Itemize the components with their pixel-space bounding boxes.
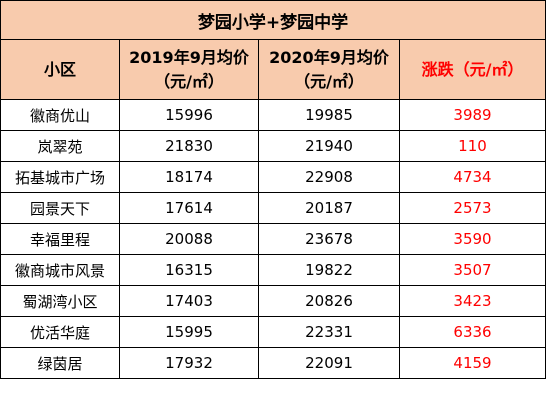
table-row: 绿茵居 17932 22091 4159 (0, 347, 546, 379)
cell-change: 4159 (399, 347, 546, 379)
header-price-2020-line1: 2020年9月均价 (269, 47, 389, 67)
cell-community: 蜀湖湾小区 (0, 285, 120, 317)
header-change: 涨跌（元/㎡） (399, 39, 546, 100)
cell-price-2019: 17403 (119, 285, 259, 317)
cell-price-2019: 17614 (119, 192, 259, 224)
header-price-2020-line2: （元/㎡） (294, 71, 364, 91)
header-community: 小区 (0, 39, 120, 100)
cell-price-2020: 23678 (258, 223, 400, 255)
table-header-row: 小区 2019年9月均价 （元/㎡） 2020年9月均价 （元/㎡） 涨跌（元/… (0, 39, 546, 100)
cell-price-2019: 16315 (119, 254, 259, 286)
cell-price-2019: 15995 (119, 316, 259, 348)
header-price-2020: 2020年9月均价 （元/㎡） (258, 39, 400, 100)
table-row: 幸福里程 20088 23678 3590 (0, 223, 546, 255)
cell-community: 拓基城市广场 (0, 161, 120, 193)
cell-price-2020: 21940 (258, 130, 400, 162)
header-price-2019-line2: （元/㎡） (154, 71, 224, 91)
cell-change: 3989 (399, 99, 546, 131)
table-title: 梦园小学+梦园中学 (0, 0, 546, 40)
table-row: 徽商优山 15996 19985 3989 (0, 99, 546, 131)
cell-price-2020: 20826 (258, 285, 400, 317)
cell-change: 6336 (399, 316, 546, 348)
cell-community: 岚翠苑 (0, 130, 120, 162)
cell-price-2020: 20187 (258, 192, 400, 224)
table-row: 徽商城市风景 16315 19822 3507 (0, 254, 546, 286)
header-price-2019: 2019年9月均价 （元/㎡） (119, 39, 259, 100)
cell-price-2020: 22091 (258, 347, 400, 379)
cell-price-2020: 22331 (258, 316, 400, 348)
cell-price-2019: 17932 (119, 347, 259, 379)
cell-change: 2573 (399, 192, 546, 224)
table-row: 园景天下 17614 20187 2573 (0, 192, 546, 224)
cell-change: 3590 (399, 223, 546, 255)
cell-price-2020: 22908 (258, 161, 400, 193)
cell-community: 绿茵居 (0, 347, 120, 379)
cell-price-2020: 19822 (258, 254, 400, 286)
table-row: 拓基城市广场 18174 22908 4734 (0, 161, 546, 193)
cell-change: 4734 (399, 161, 546, 193)
table-row: 岚翠苑 21830 21940 110 (0, 130, 546, 162)
cell-community: 徽商优山 (0, 99, 120, 131)
cell-change: 3423 (399, 285, 546, 317)
cell-price-2019: 20088 (119, 223, 259, 255)
table-title-row: 梦园小学+梦园中学 (0, 0, 546, 40)
price-table: 梦园小学+梦园中学 小区 2019年9月均价 （元/㎡） 2020年9月均价 （… (0, 0, 546, 379)
cell-community: 优活华庭 (0, 316, 120, 348)
cell-price-2019: 18174 (119, 161, 259, 193)
cell-change: 3507 (399, 254, 546, 286)
cell-change: 110 (399, 130, 546, 162)
table-row: 蜀湖湾小区 17403 20826 3423 (0, 285, 546, 317)
cell-community: 徽商城市风景 (0, 254, 120, 286)
cell-price-2019: 21830 (119, 130, 259, 162)
header-price-2019-line1: 2019年9月均价 (129, 47, 249, 67)
cell-price-2020: 19985 (258, 99, 400, 131)
cell-community: 园景天下 (0, 192, 120, 224)
cell-price-2019: 15996 (119, 99, 259, 131)
table-row: 优活华庭 15995 22331 6336 (0, 316, 546, 348)
cell-community: 幸福里程 (0, 223, 120, 255)
